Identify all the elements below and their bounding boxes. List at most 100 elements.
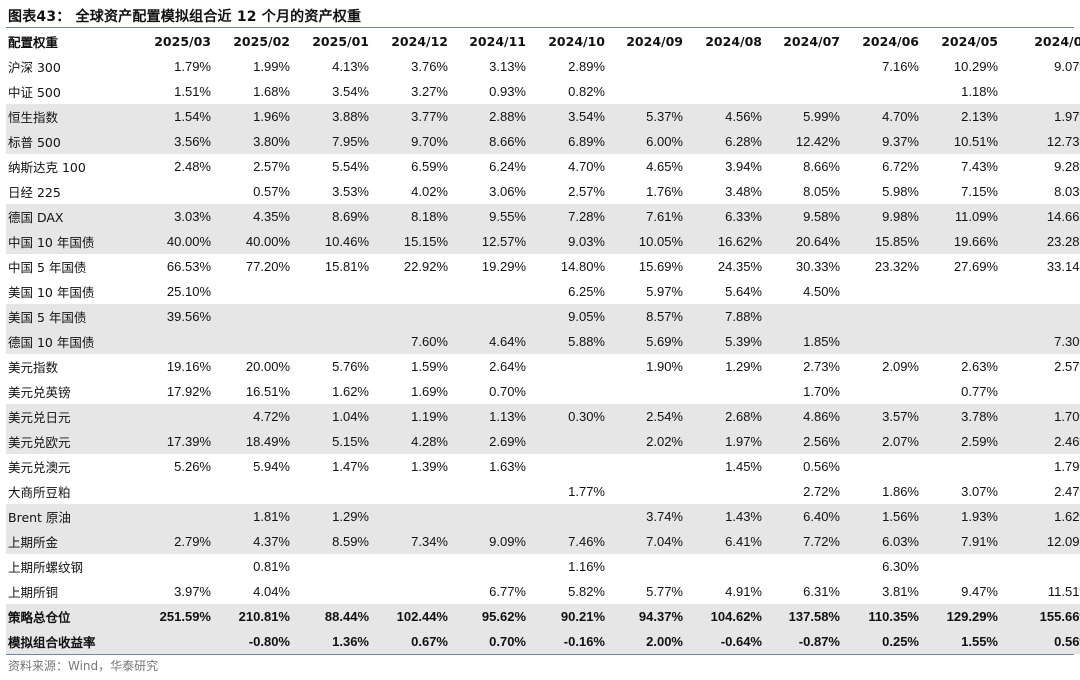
table-cell: 5.64% (725, 284, 762, 299)
table-cell: 3.03% (118, 204, 214, 229)
table-cell: 1.97% (686, 429, 765, 454)
table-cell: 18.49% (214, 429, 293, 454)
table-cell (843, 279, 922, 304)
table-cell: 6.72% (882, 159, 919, 174)
table-cell (608, 554, 686, 579)
table-cell: 10.51% (922, 129, 1001, 154)
table-cell: 3.07% (961, 484, 998, 499)
table-cell (843, 79, 922, 104)
table-cell: 90.21% (529, 604, 608, 629)
table-cell: 40.00% (214, 229, 293, 254)
table-cell: 14.80% (560, 259, 605, 274)
table-cell: 15.15% (372, 229, 451, 254)
table-cell (451, 304, 529, 329)
table-cell: 5.54% (332, 159, 369, 174)
table-cell: 3.74% (608, 504, 686, 529)
table-cell: 1.96% (214, 104, 293, 129)
table-cell: 1.76% (646, 184, 683, 199)
table-cell: 5.39% (686, 329, 765, 354)
table-row: 标普 500 3.56% 3.80% 7.95% 9.70% 8.66% 6.89% 6.00… (6, 129, 1080, 154)
header-cell: 2024/11 (469, 34, 526, 49)
table-cell: 1.99% (253, 59, 290, 74)
table-cell: 2.64% (489, 359, 526, 374)
table-row: 上期所金 2.79% 4.37% 8.59% 7.34% 9.09% 7.46% 7.04% 6… (6, 529, 1080, 554)
table-cell: 9.58% (765, 204, 843, 229)
table-cell: 1.51% (174, 84, 211, 99)
table-cell: 251.59% (118, 604, 214, 629)
table-cell: 0.70% (489, 384, 526, 399)
table-cell: 2.09% (882, 359, 919, 374)
table-cell (1001, 279, 1080, 304)
table-cell: 2.89% (568, 59, 605, 74)
table-cell (1001, 379, 1080, 404)
summary-row: 策略总仓位 251.59% 210.81% 88.44% 102.44% 95.62% 90… (6, 604, 1080, 629)
table-cell: 2.63% (961, 359, 998, 374)
table-cell (293, 279, 372, 304)
table-cell: 6.30% (882, 559, 919, 574)
table-cell (608, 79, 686, 104)
row-label: 标普 500 (6, 129, 118, 154)
table-cell (608, 479, 686, 504)
table-cell: -0.80% (214, 629, 293, 654)
table-cell: 9.09% (451, 529, 529, 554)
table-cell: 5.77% (646, 584, 683, 599)
row-label: 美元兑澳元 (8, 460, 71, 475)
row-label: 恒生指数 (6, 104, 118, 129)
header-cell: 2025/03 (154, 34, 211, 49)
table-cell (214, 479, 293, 504)
table-cell: 66.53% (166, 259, 211, 274)
table-cell: 0.25% (843, 629, 922, 654)
table-cell: 1.93% (922, 504, 1001, 529)
table-cell: 1.70% (1001, 404, 1080, 429)
table-cell: 0.67% (372, 629, 451, 654)
table-cell: 4.70% (843, 104, 922, 129)
table-cell (293, 479, 372, 504)
table-cell (608, 379, 686, 404)
table-cell (765, 304, 843, 329)
table-cell: 1.63% (489, 459, 526, 474)
table-cell: 2.00% (608, 629, 686, 654)
table-cell: 25.10% (166, 284, 211, 299)
header-cell: 2025/01 (312, 34, 369, 49)
table-cell: 1.70% (803, 384, 840, 399)
table-cell (686, 379, 765, 404)
row-label: 美元兑英镑 (8, 385, 71, 400)
table-cell: 1.04% (293, 404, 372, 429)
table-cell: 5.76% (332, 359, 369, 374)
table-cell: 1.18% (961, 84, 998, 99)
bottom-rule (6, 654, 1074, 655)
table-cell: 3.06% (489, 184, 526, 199)
table-cell: 24.35% (717, 259, 762, 274)
table-row: 中证 500 1.51% 1.68% 3.54% 3.27% 0.93% 0.82% 1.18… (6, 79, 1080, 104)
table-cell: 3.56% (118, 129, 214, 154)
table-cell: 88.44% (293, 604, 372, 629)
table-cell: 1.29% (293, 504, 372, 529)
table-cell: 0.81% (253, 559, 290, 574)
header-cell: 2025/02 (233, 34, 290, 49)
table-cell (118, 329, 214, 354)
table-cell: 2.69% (451, 429, 529, 454)
table-cell: 4.50% (803, 284, 840, 299)
table-cell (451, 479, 529, 504)
header-cell: 2024/05 (941, 34, 998, 49)
header-cell: 2024/10 (548, 34, 605, 49)
table-cell (529, 379, 608, 404)
table-cell: 1.68% (253, 84, 290, 99)
table-cell: 12.57% (451, 229, 529, 254)
table-cell (118, 629, 214, 654)
table-cell: 2.47% (1054, 484, 1080, 499)
table-cell: 19.16% (166, 359, 211, 374)
table-cell: 8.05% (803, 184, 840, 199)
table-cell: 1.29% (725, 359, 762, 374)
table-cell (118, 404, 214, 429)
row-label: 纳斯达克 100 (8, 160, 86, 175)
table-cell: -0.87% (765, 629, 843, 654)
table-cell: 6.24% (489, 159, 526, 174)
table-cell: 3.76% (411, 59, 448, 74)
table-cell: 2.79% (118, 529, 214, 554)
row-label: 德国 10 年国债 (6, 329, 118, 354)
table-cell: 210.81% (214, 604, 293, 629)
table-cell: 1.36% (293, 629, 372, 654)
table-cell: 4.13% (332, 59, 369, 74)
table-cell: 2.54% (608, 404, 686, 429)
